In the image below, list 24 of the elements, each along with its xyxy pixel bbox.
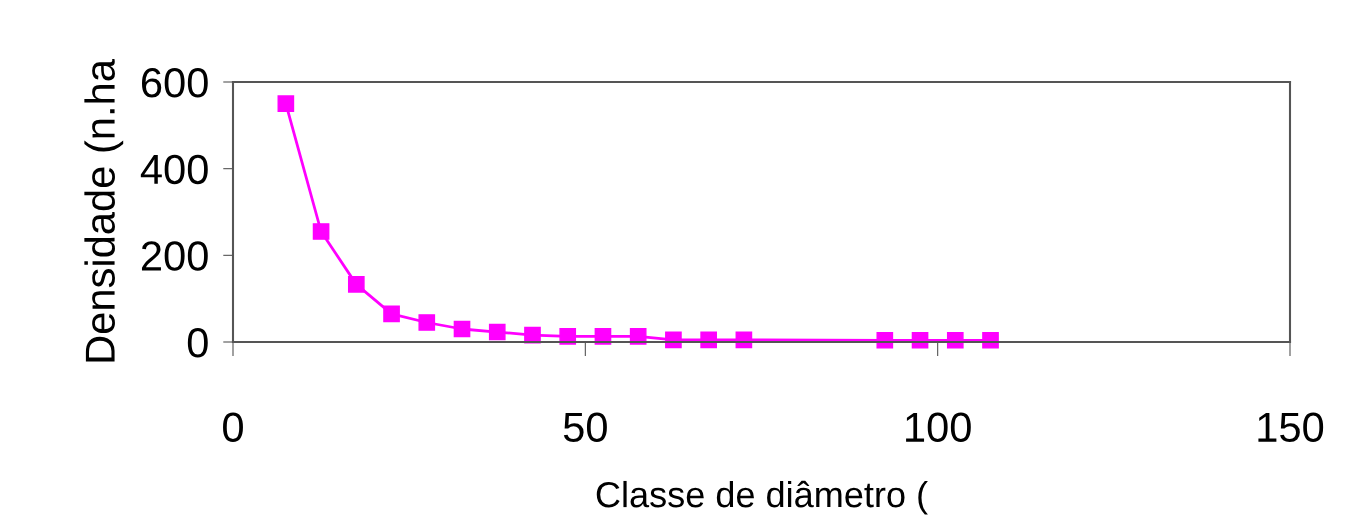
point xyxy=(629,328,647,345)
x-tick-label: 0 xyxy=(223,412,243,443)
point xyxy=(453,320,471,338)
point xyxy=(277,95,295,113)
point xyxy=(383,305,400,323)
point xyxy=(488,323,506,341)
y-tick-label: 0 xyxy=(187,328,208,358)
point xyxy=(418,314,436,331)
x-tick-label: 150 xyxy=(1258,412,1324,443)
point xyxy=(559,328,577,345)
point xyxy=(946,331,964,349)
point xyxy=(347,276,365,293)
x-tick-label: 100 xyxy=(906,412,971,443)
y-tick-label: 400 xyxy=(140,154,208,185)
point xyxy=(665,331,682,349)
point xyxy=(312,223,330,240)
y-tick-label: 600 xyxy=(141,68,208,98)
point xyxy=(982,331,999,349)
y-tick-label: 200 xyxy=(141,241,208,271)
x-tick-label: 50 xyxy=(563,412,607,443)
point xyxy=(876,331,894,349)
point xyxy=(700,331,717,349)
x-axis-title: Classe de diâmetro ( xyxy=(596,480,928,515)
y-axis-title: Densidade (n.ha xyxy=(84,59,124,362)
